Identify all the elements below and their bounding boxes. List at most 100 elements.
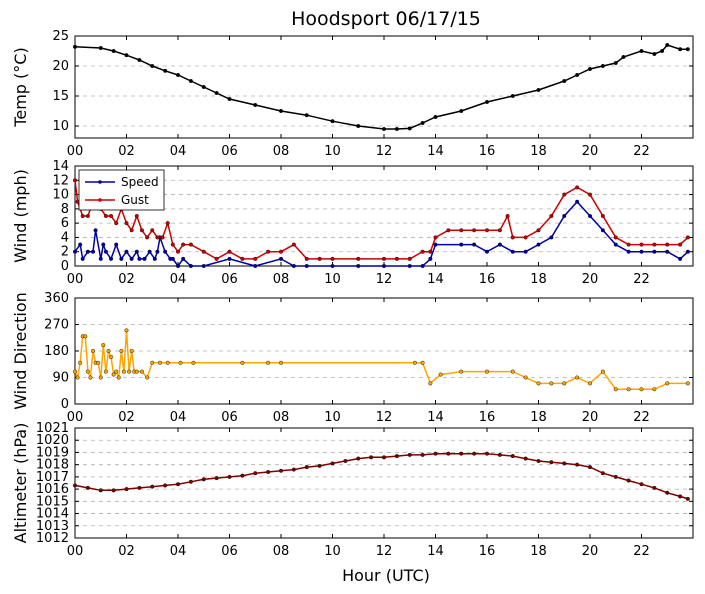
- data-point: [549, 460, 554, 465]
- data-point: [600, 63, 605, 68]
- y-tick-label: 90: [52, 371, 69, 386]
- x-tick-label: 20: [582, 544, 599, 559]
- data-point: [85, 369, 90, 374]
- data-point: [201, 264, 206, 269]
- data-point: [356, 456, 361, 461]
- data-point: [330, 256, 335, 261]
- data-point: [685, 47, 690, 52]
- data-point: [124, 221, 129, 226]
- series-line: [74, 452, 689, 500]
- data-point: [240, 360, 245, 365]
- data-point: [652, 485, 657, 490]
- data-point: [536, 242, 541, 247]
- data-point: [356, 264, 361, 269]
- data-point: [433, 235, 438, 240]
- axes-frame: [74, 297, 694, 405]
- data-point: [626, 478, 631, 483]
- x-tick-label: 18: [530, 410, 547, 425]
- data-point: [150, 228, 155, 233]
- data-point: [588, 465, 593, 470]
- data-point: [85, 213, 90, 218]
- x-tick-label: 20: [582, 272, 599, 287]
- data-point: [588, 66, 593, 71]
- x-tick-label: 08: [273, 544, 290, 559]
- data-point: [137, 256, 142, 261]
- data-point: [600, 228, 605, 233]
- data-point: [536, 228, 541, 233]
- data-point: [665, 242, 670, 247]
- x-tick-label: 04: [170, 272, 187, 287]
- data-point: [639, 49, 644, 54]
- data-point: [420, 120, 425, 125]
- data-point: [621, 55, 626, 60]
- data-point: [291, 467, 296, 472]
- data-point: [317, 256, 322, 261]
- data-point: [613, 61, 618, 66]
- data-point: [613, 242, 618, 247]
- data-point: [227, 474, 232, 479]
- data-point: [279, 108, 284, 113]
- x-tick-label: 16: [479, 544, 496, 559]
- data-point: [155, 235, 160, 240]
- data-point: [266, 249, 271, 254]
- data-point: [137, 485, 142, 490]
- data-point: [240, 256, 245, 261]
- data-point: [394, 454, 399, 459]
- data-point: [626, 242, 631, 247]
- data-point: [626, 387, 631, 392]
- x-tick-label: 06: [221, 272, 238, 287]
- data-point: [562, 213, 567, 218]
- data-point: [678, 256, 683, 261]
- data-point: [433, 242, 438, 247]
- data-point: [175, 264, 180, 269]
- data-point: [214, 256, 219, 261]
- data-point: [523, 235, 528, 240]
- data-point: [103, 213, 108, 218]
- data-point: [438, 372, 443, 377]
- data-point: [420, 452, 425, 457]
- y-tick-label: 1012: [36, 531, 69, 546]
- data-point: [78, 242, 83, 247]
- data-point: [369, 455, 374, 460]
- x-tick-label: 00: [67, 410, 84, 425]
- data-point: [459, 228, 464, 233]
- data-point: [428, 256, 433, 261]
- x-tick-label: 06: [221, 144, 238, 159]
- data-point: [266, 360, 271, 365]
- data-point: [652, 387, 657, 392]
- x-tick-label: 04: [170, 544, 187, 559]
- y-tick-label: 20: [52, 59, 69, 74]
- data-point: [510, 369, 515, 374]
- data-point: [279, 468, 284, 473]
- data-point: [101, 343, 106, 348]
- data-point: [175, 482, 180, 487]
- data-point: [181, 256, 186, 261]
- y-tick-label: 1019: [36, 445, 69, 460]
- data-point: [253, 264, 258, 269]
- data-point: [613, 474, 618, 479]
- x-tick-label: 10: [324, 272, 341, 287]
- data-point: [685, 249, 690, 254]
- y-axis-label: Wind (mph): [11, 169, 30, 263]
- x-tick-label: 08: [273, 272, 290, 287]
- data-point: [114, 369, 119, 374]
- data-point: [459, 451, 464, 456]
- data-point: [175, 72, 180, 77]
- data-point: [78, 360, 83, 365]
- y-tick-label: 25: [52, 29, 69, 44]
- data-point: [497, 242, 502, 247]
- x-tick-label: 04: [170, 410, 187, 425]
- data-point: [382, 126, 387, 131]
- x-tick-label: 22: [633, 272, 650, 287]
- data-point: [134, 369, 139, 374]
- data-point: [72, 249, 77, 254]
- data-point: [575, 72, 580, 77]
- x-tick-label: 20: [582, 410, 599, 425]
- data-point: [459, 242, 464, 247]
- data-point: [201, 249, 206, 254]
- data-point: [446, 451, 451, 456]
- data-point: [652, 249, 657, 254]
- data-point: [510, 93, 515, 98]
- data-point: [111, 49, 116, 54]
